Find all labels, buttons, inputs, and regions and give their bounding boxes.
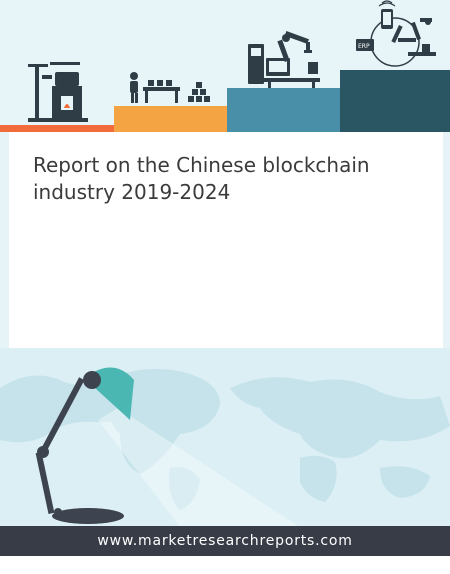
steam-engine-icon <box>28 62 88 122</box>
step-bar-1 <box>0 125 114 132</box>
report-title: Report on the Chinese blockchain industr… <box>33 153 370 204</box>
erp-label: ERP <box>358 43 370 50</box>
smart-factory-icon: ERP <box>356 0 436 67</box>
world-map-lamp-area <box>0 348 450 527</box>
lamp-light-beam <box>98 408 300 527</box>
title-panel: Report on the Chinese blockchain industr… <box>9 132 443 348</box>
industry-evolution-banner: ERP <box>0 0 450 132</box>
industry-steps-illustration: ERP <box>0 0 450 132</box>
assembly-worker-icon <box>130 72 210 103</box>
world-map-illustration <box>0 367 450 527</box>
desk-lamp-icon <box>35 367 134 524</box>
bottom-margin <box>0 556 450 574</box>
robot-arm-icon <box>248 31 320 88</box>
website-link[interactable]: www.marketresearchreports.com <box>97 533 353 549</box>
step-bar-3 <box>227 88 340 132</box>
step-bar-2 <box>114 106 227 132</box>
world-map-silhouette <box>0 368 450 510</box>
footer-bar: www.marketresearchreports.com <box>0 526 450 556</box>
step-bar-4 <box>340 70 450 132</box>
